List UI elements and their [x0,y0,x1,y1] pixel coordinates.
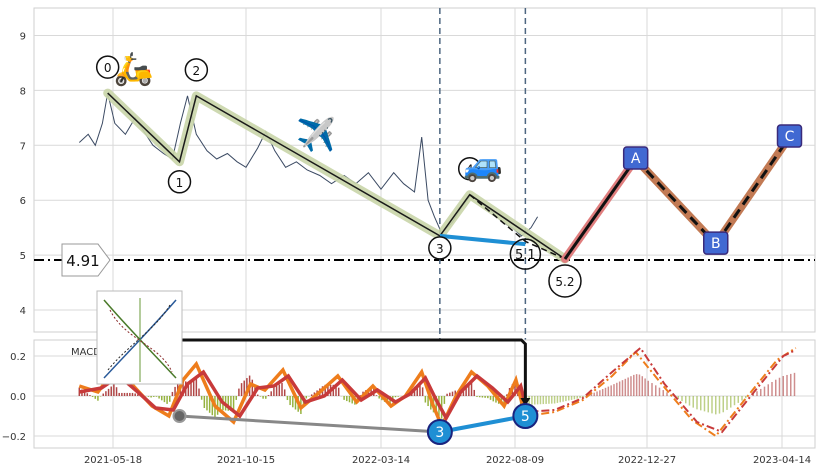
y-tick-label: 7 [20,141,26,152]
thumbnail-curve [107,304,171,371]
macd-connector-arrow [520,398,531,406]
airplane-emoji: ✈️ [296,115,336,153]
wave-point-label: 4 [466,163,474,177]
y-tick-label: 9 [20,31,26,42]
x-tick-label: 2023-04-14 [753,455,811,466]
macd-blue-leg [439,414,526,434]
alt-leg [439,233,526,247]
macd-connector [179,338,527,402]
wave-line [107,92,566,260]
macd-orange-line [78,360,528,431]
macd-marker-circle [512,403,539,429]
wave-point-label: 1 [176,176,184,190]
macd-red-line [78,369,529,422]
wave-point-circle [428,236,452,260]
baseline-value: 4.91 [66,252,99,270]
projection-leg-line [563,158,637,260]
baseline-arrow-label [61,243,111,277]
wave-point-circle [457,156,482,181]
macd-tick-label: −0.2 [2,432,26,443]
macd-tick-label: 0.0 [10,392,26,403]
macd-tick-label: 0.2 [10,352,26,363]
projection-label-box [703,231,729,255]
scooter-emoji: 🛵 [113,49,153,87]
alt-leg-label: 5.1 [515,248,536,263]
projection-label-box [622,146,649,170]
projection-label: B [711,236,721,252]
y-tick-label: 4 [20,306,26,317]
alt-leg-circle [509,238,542,270]
x-tick-label: 2022-12-27 [618,455,676,466]
wave-point-label: 0 [104,61,112,75]
x-tick-label: 2022-03-14 [352,455,410,466]
projection-label: A [631,151,641,167]
macd-gray-leg [179,414,440,434]
y-tick-label: 6 [20,196,26,207]
projection-label-box [776,124,803,148]
wave-point-circle [548,264,582,298]
wave-point-circle [167,170,192,194]
wave-point-circle [95,55,120,79]
macd-marker-label: 3 [435,425,444,441]
macd-marker-label: 5 [521,409,530,425]
x-tick-label: 2021-05-18 [84,455,142,466]
y-tick-label: 8 [20,86,26,97]
chart-thumbnail [96,290,183,385]
projection-leg-line [634,157,717,246]
wave-point-circle [184,58,209,82]
price-panel: 4 5 6 7 8 9 4.91 A B C 0 1 2 3 4 5.2 5.1 🛵 ✈️ 🚙 [20,7,816,448]
car-emoji: 🚙 [463,145,503,183]
projection-label: C [785,129,795,145]
x-tick-label: 2021-10-15 [217,455,275,466]
projection-leg-line [714,136,791,245]
wave-point-label: 3 [436,242,444,256]
x-tick-label: 2022-08-09 [486,455,544,466]
wave-point-label: 5.2 [555,275,574,289]
thumbnail-curve [109,309,173,373]
macd-start-marker [172,409,187,423]
price-frame [33,7,816,333]
y-tick-label: 5 [20,251,26,262]
macd-marker-circle [426,419,453,445]
projected-red-line [525,346,797,434]
wave-point-label: 2 [193,64,201,78]
projected-orange-line [525,347,797,438]
x-axis: 2021-05-18 2021-10-15 2022-03-14 2022-08-09… [84,455,811,466]
dashed-leg [469,194,566,260]
